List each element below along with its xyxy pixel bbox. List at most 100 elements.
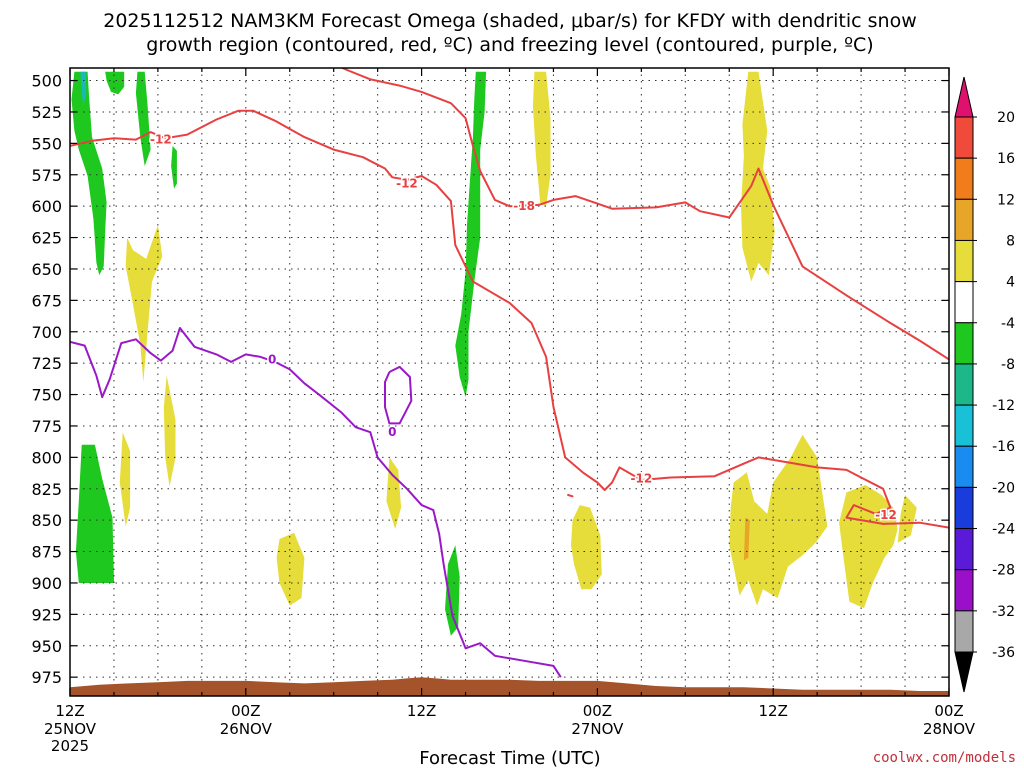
- credit-text: coolwx.com/models: [873, 750, 1016, 766]
- colorbar-label-8: -16: [992, 439, 1015, 455]
- y-tick-label-575: 575: [31, 166, 62, 185]
- dgz-contour-line-1: [567, 494, 574, 498]
- x-tick-date-3: 27NOV: [571, 720, 624, 738]
- y-tick-label-850: 850: [31, 511, 62, 530]
- colorbar-label-12: -32: [992, 604, 1015, 620]
- x-tick-year-0: 2025: [51, 737, 89, 755]
- omega-region-4: [171, 145, 177, 189]
- y-axis-ticks: 500 525 550 575 600 625 650 675 700 725 750 775 800 8…: [31, 72, 949, 687]
- colorbar-top-arrow: [954, 76, 974, 118]
- y-tick-label-925: 925: [31, 605, 62, 624]
- y-tick-label-750: 750: [31, 386, 62, 405]
- x-tick-time-4: 12Z: [759, 702, 788, 720]
- y-tick-label-800: 800: [31, 448, 62, 467]
- y-tick-label-875: 875: [31, 543, 62, 562]
- y-tick-label-700: 700: [31, 323, 62, 342]
- x-tick-time-1: 00Z: [231, 702, 260, 720]
- x-tick-time-2: 12Z: [407, 702, 436, 720]
- omega-region-10: [119, 432, 131, 527]
- omega-region-16: [729, 434, 828, 606]
- x-tick-time-5: 00Z: [934, 702, 963, 720]
- y-tick-label-900: 900: [31, 574, 62, 593]
- contour-label-5: 0: [268, 352, 276, 366]
- colorbar-label-0: 20: [997, 110, 1015, 126]
- contour-label-layer: -12 -12 -18 -12 -12 0 0: [148, 131, 898, 524]
- omega-region-7: [445, 545, 460, 636]
- omega-region-0: [71, 71, 107, 276]
- y-tick-label-550: 550: [31, 134, 62, 153]
- contour-label-4: -12: [875, 508, 897, 522]
- omega-region-1: [80, 71, 87, 106]
- y-tick-label-600: 600: [31, 197, 62, 216]
- colorbar-band-5: [954, 281, 974, 324]
- dgz-contour-line-2: [339, 68, 949, 361]
- colorbar-band-4: [954, 239, 974, 283]
- chart-title-line-1: 2025112512 NAM3KM Forecast Omega (shaded…: [103, 10, 916, 32]
- colorbar-band-6: [954, 322, 974, 365]
- x-axis-title: Forecast Time (UTC): [419, 748, 600, 768]
- contour-label-0: -12: [150, 133, 172, 147]
- colorbar-label-2: 12: [997, 192, 1015, 208]
- x-tick-time-3: 00Z: [583, 702, 612, 720]
- colorbar-band-1: [954, 116, 974, 159]
- contour-layer: [70, 68, 949, 678]
- y-tick-label-525: 525: [31, 103, 62, 122]
- colorbar-label-1: 16: [997, 151, 1015, 167]
- colorbar-band-9: [954, 445, 974, 488]
- y-tick-label-950: 950: [31, 637, 62, 656]
- omega-region-11: [276, 532, 305, 606]
- x-tick-date-1: 26NOV: [220, 720, 273, 738]
- colorbar-label-6: -8: [1001, 357, 1015, 373]
- colorbar-label-3: 8: [1006, 233, 1015, 249]
- omega-region-18: [897, 495, 917, 543]
- colorbar-label-11: -28: [992, 563, 1015, 579]
- y-tick-label-725: 725: [31, 354, 62, 373]
- y-tick-label-775: 775: [31, 417, 62, 436]
- dgz-contour-line-0: [70, 109, 949, 529]
- omega-region-8: [125, 225, 163, 382]
- terrain-fill: [70, 677, 949, 696]
- omega-region-9: [163, 375, 176, 487]
- colorbar-label-9: -20: [992, 480, 1015, 496]
- colorbar-bottom-arrow: [954, 651, 974, 693]
- omega-region-6: [455, 71, 487, 398]
- y-tick-label-975: 975: [31, 668, 62, 687]
- colorbar: 20 16 12 8 4 -4 -8 -12 -16 -20 -24 -28 -32 -36: [954, 76, 1015, 693]
- omega-region-14: [571, 505, 602, 590]
- grid-lines: [69, 68, 950, 696]
- colorbar-band-2: [954, 157, 974, 200]
- colorbar-band-13: [954, 610, 974, 653]
- omega-region-2: [105, 71, 125, 95]
- colorbar-band-7: [954, 363, 974, 406]
- omega-region-17: [839, 485, 898, 609]
- colorbar-band-3: [954, 198, 974, 241]
- x-tick-date-0: 25NOV: [44, 720, 97, 738]
- colorbar-band-11: [954, 528, 974, 571]
- freezing-level-line-0: [70, 327, 562, 678]
- x-tick-time-0: 12Z: [55, 702, 84, 720]
- terrain-layer: [70, 677, 949, 696]
- y-tick-label-500: 500: [31, 72, 62, 91]
- contour-label-3: -12: [631, 472, 653, 486]
- y-tick-label-650: 650: [31, 260, 62, 279]
- contour-label-1: -12: [396, 177, 418, 191]
- colorbar-label-10: -24: [992, 522, 1015, 538]
- x-tick-date-5: 28NOV: [923, 720, 976, 738]
- contour-label-2: -18: [513, 199, 535, 213]
- omega-region-15: [741, 71, 775, 282]
- contour-label-6: 0: [388, 425, 396, 439]
- chart-title-line-2: growth region (contoured, red, ºC) and f…: [146, 34, 873, 56]
- colorbar-band-8: [954, 404, 974, 447]
- colorbar-label-7: -12: [992, 398, 1015, 414]
- colorbar-label-5: -4: [1001, 316, 1015, 332]
- y-tick-label-625: 625: [31, 229, 62, 248]
- colorbar-band-10: [954, 486, 974, 530]
- colorbar-label-4: 4: [1006, 275, 1015, 291]
- omega-region-19: [743, 517, 750, 561]
- omega-region-5: [75, 444, 114, 583]
- omega-shading-layer: [71, 71, 917, 636]
- omega-region-3: [135, 71, 151, 166]
- y-tick-label-675: 675: [31, 291, 62, 310]
- colorbar-label-13: -36: [992, 645, 1015, 661]
